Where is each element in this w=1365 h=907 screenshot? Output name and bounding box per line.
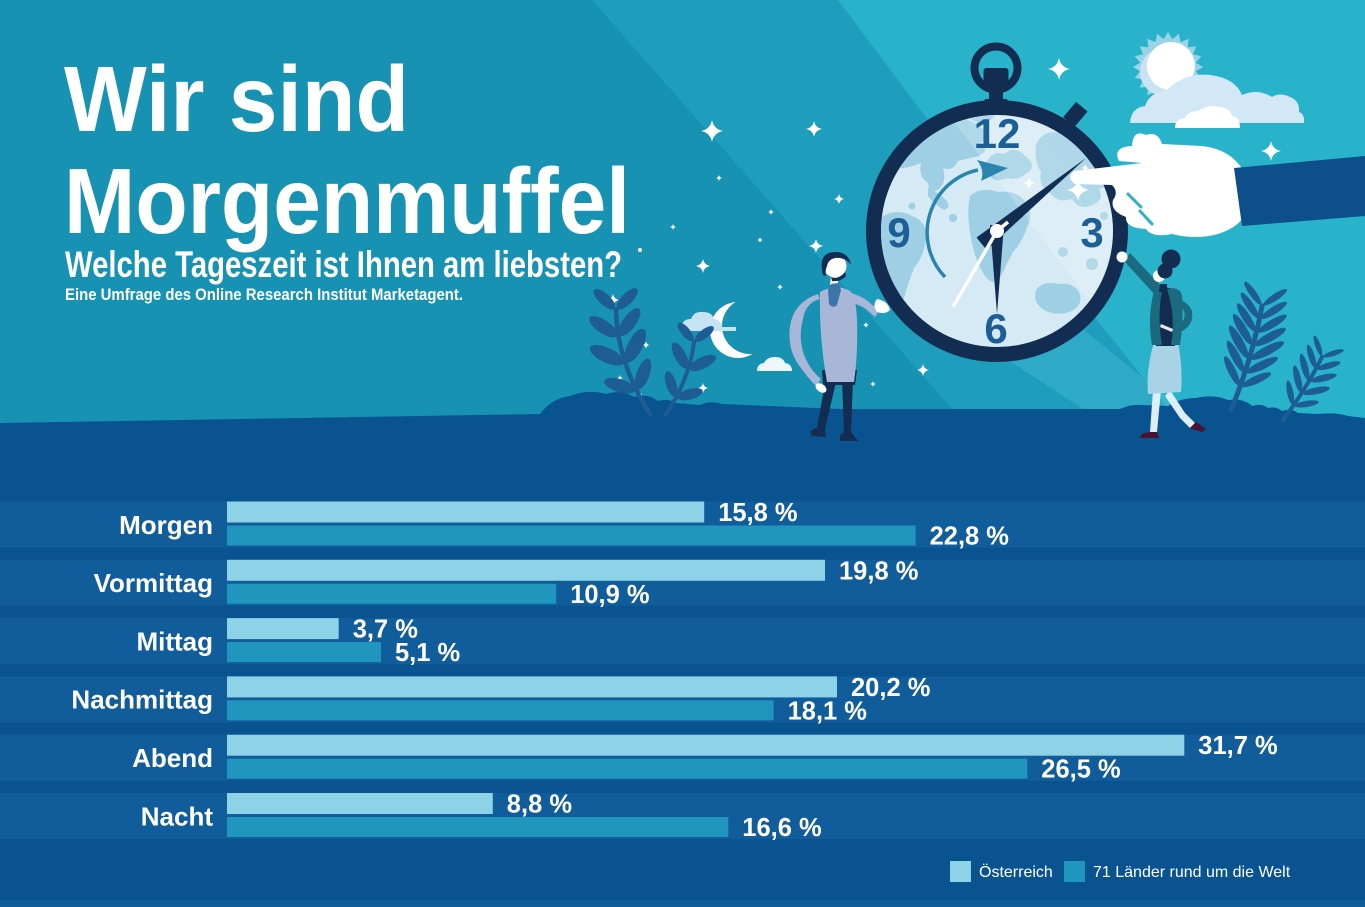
svg-text:31,7 %: 31,7 %: [1198, 732, 1277, 760]
svg-text:Nachmittag: Nachmittag: [71, 685, 213, 715]
svg-text:12: 12: [974, 110, 1021, 157]
svg-text:Mittag: Mittag: [136, 626, 213, 656]
svg-text:16,6 %: 16,6 %: [742, 814, 821, 842]
svg-text:10,9 %: 10,9 %: [570, 581, 649, 609]
svg-text:3,7 %: 3,7 %: [353, 616, 418, 644]
svg-text:Morgen: Morgen: [119, 510, 213, 540]
svg-text:Eine Umfrage des Online Resear: Eine Umfrage des Online Research Institu…: [65, 285, 463, 304]
svg-text:Nacht: Nacht: [141, 801, 214, 831]
svg-text:26,5 %: 26,5 %: [1041, 756, 1120, 784]
svg-text:8,8 %: 8,8 %: [507, 791, 572, 819]
svg-text:Morgenmuffel: Morgenmuffel: [64, 149, 630, 253]
svg-text:15,8 %: 15,8 %: [718, 499, 797, 527]
svg-text:18,1 %: 18,1 %: [788, 697, 867, 725]
svg-text:20,2 %: 20,2 %: [851, 674, 930, 702]
svg-text:Österreich: Österreich: [979, 863, 1053, 881]
svg-text:3: 3: [1080, 209, 1103, 256]
svg-text:9: 9: [887, 209, 910, 256]
svg-text:5,1 %: 5,1 %: [395, 639, 460, 667]
svg-text:Vormittag: Vormittag: [94, 568, 213, 598]
svg-text:22,8 %: 22,8 %: [930, 523, 1009, 551]
svg-text:71 Länder rund um die Welt: 71 Länder rund um die Welt: [1093, 864, 1291, 881]
svg-text:Welche Tageszeit ist Ihnen am: Welche Tageszeit ist Ihnen am liebsten?: [65, 244, 622, 285]
svg-text:6: 6: [984, 305, 1007, 352]
svg-text:19,8 %: 19,8 %: [839, 557, 918, 585]
svg-text:Wir sind: Wir sind: [64, 47, 409, 151]
svg-text:Abend: Abend: [132, 743, 213, 773]
